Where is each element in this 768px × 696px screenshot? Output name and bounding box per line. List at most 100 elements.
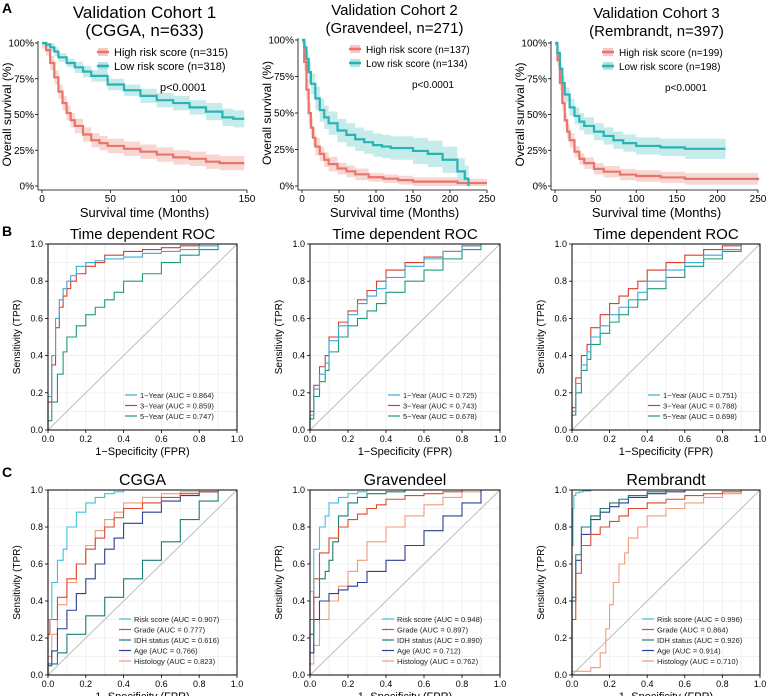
y-tick-label: 0.0 [292, 425, 305, 435]
y-axis-label: Sensitivity (TPR) [274, 545, 285, 619]
p-value: p<0.0001 [412, 80, 454, 91]
legend-label: Low risk score (n=134) [366, 59, 467, 70]
y-tick-label: 0.6 [30, 559, 43, 569]
roc-title: Time dependent ROC [332, 226, 478, 243]
x-tick-label: 0.0 [566, 434, 579, 444]
x-tick-label: 0 [39, 194, 45, 205]
legend-label: Age (AUC = 0.712) [397, 647, 461, 656]
x-tick-label: 0.4 [380, 679, 393, 689]
y-tick-label: 0.4 [292, 351, 305, 361]
y-tick-label: 75% [14, 74, 34, 85]
x-tick-label: 0.4 [641, 679, 654, 689]
roc-title: Time dependent ROC [70, 226, 216, 243]
y-tick-label: 25% [274, 145, 294, 156]
y-tick-label: 50% [274, 109, 294, 120]
x-tick-label: 0.4 [117, 679, 130, 689]
y-tick-label: 1.0 [30, 485, 43, 495]
x-axis-label: Survival time (Months) [330, 205, 459, 220]
roc-curve-4 [309, 489, 500, 675]
x-tick-label: 0.0 [566, 679, 579, 689]
chart-3-3: 0.0 0.2 0.4 0.6 0.8 1.0 0.0 0.2 0.4 0.6 0.8 1.0 Remb… [536, 472, 766, 696]
x-axis-label: 1−Specificity (FPR) [95, 691, 189, 696]
y-tick-label: 0% [533, 182, 548, 193]
y-tick-label: 0.8 [554, 276, 567, 286]
roc-curve-2 [571, 489, 760, 675]
y-tick-label: 50% [14, 110, 34, 121]
legend-label: 5−Year (AUC = 0.747) [140, 412, 214, 421]
legend-label: 3−Year (AUC = 0.788) [663, 402, 737, 411]
panel-label-a: A [2, 0, 12, 16]
y-tick-label: 0.8 [292, 522, 305, 532]
legend-label: Low risk score (n=198) [619, 62, 720, 73]
x-tick-label: 0.6 [418, 434, 431, 444]
legend-label: 3−Year (AUC = 0.859) [140, 402, 214, 411]
km-curve-1 [42, 41, 245, 165]
x-tick-label: 1.0 [494, 434, 507, 444]
km-curve-1 [302, 38, 487, 185]
x-tick-label: 0.6 [418, 679, 431, 689]
y-tick-label: 0.0 [554, 425, 567, 435]
km-curve-2 [555, 41, 726, 150]
legend-label: 1−Year (AUC = 0.751) [663, 391, 737, 400]
y-tick-label: 0.2 [292, 388, 305, 398]
x-tick-label: 0.2 [603, 679, 616, 689]
legend-label: IDH status (AUC = 0.890) [397, 636, 483, 645]
y-tick-label: 0% [280, 182, 295, 193]
x-tick-label: 0.8 [456, 434, 469, 444]
legend-label: 3−Year (AUC = 0.743) [403, 402, 477, 411]
y-tick-label: 1.0 [292, 485, 305, 495]
x-tick-label: 0.4 [117, 434, 130, 444]
reference-diagonal [309, 489, 501, 676]
x-tick-label: 150 [668, 194, 685, 205]
y-tick-label: 0% [20, 182, 35, 193]
x-tick-label: 150 [239, 194, 256, 205]
km-title: Validation Cohort 2 [331, 2, 457, 19]
x-tick-label: 0.4 [641, 434, 654, 444]
roc-title: Gravendeel [364, 472, 447, 489]
y-tick-label: 0.8 [292, 276, 305, 286]
km-subtitle: (Gravendeel, n=271) [325, 20, 463, 37]
y-tick-label: 0.2 [30, 388, 43, 398]
roc-title: Rembrandt [626, 472, 706, 489]
plot-frame [571, 489, 761, 676]
legend-label: Low risk score (n=318) [114, 61, 226, 73]
y-tick-label: 50% [527, 110, 547, 121]
legend-label: 1−Year (AUC = 0.864) [140, 391, 214, 400]
y-tick-label: 0.0 [30, 670, 43, 680]
panel-label-b: B [2, 223, 12, 239]
roc-curve-5 [571, 489, 760, 675]
legend-label: High risk score (n=137) [366, 45, 470, 56]
p-value: p<0.0001 [160, 82, 206, 94]
chart-2-3: 0.0 0.2 0.4 0.6 0.8 1.0 0.0 0.2 0.4 0.6 0.8 1.0 Time… [536, 226, 766, 458]
km-ci-band-1 [42, 43, 245, 171]
x-tick-label: 0.6 [679, 434, 692, 444]
x-tick-label: 0.6 [155, 434, 168, 444]
y-tick-label: 25% [527, 146, 547, 157]
x-tick-label: 0.8 [193, 679, 206, 689]
legend-label: Histology (AUC = 0.823) [134, 657, 216, 666]
x-tick-label: 1.0 [231, 434, 244, 444]
legend-label: Histology (AUC = 0.762) [397, 657, 479, 666]
roc-curve-2 [47, 243, 237, 430]
legend-label: Age (AUC = 0.914) [657, 647, 721, 656]
y-tick-label: 100% [8, 39, 34, 50]
plot-frame [309, 243, 501, 431]
y-axis-label: Sensitivity (TPR) [536, 300, 547, 374]
x-tick-label: 0 [299, 194, 305, 205]
km-curve-1 [555, 41, 760, 181]
x-tick-label: 250 [479, 194, 496, 205]
x-tick-label: 50 [333, 194, 345, 205]
x-tick-label: 0.0 [42, 434, 55, 444]
x-tick-label: 0 [552, 194, 558, 205]
p-value: p<0.0001 [665, 83, 707, 94]
plot-frame [47, 489, 238, 676]
x-tick-label: 0.6 [155, 679, 168, 689]
km-title: Validation Cohort 1 [73, 3, 216, 22]
x-tick-label: 200 [709, 194, 726, 205]
reference-diagonal [47, 489, 238, 676]
y-tick-label: 0.0 [554, 670, 567, 680]
y-tick-label: 1.0 [30, 239, 43, 249]
y-tick-label: 0.4 [30, 596, 43, 606]
y-axis-label: Sensitivity (TPR) [12, 545, 23, 619]
x-axis-label: 1−Specificity (FPR) [358, 446, 452, 458]
